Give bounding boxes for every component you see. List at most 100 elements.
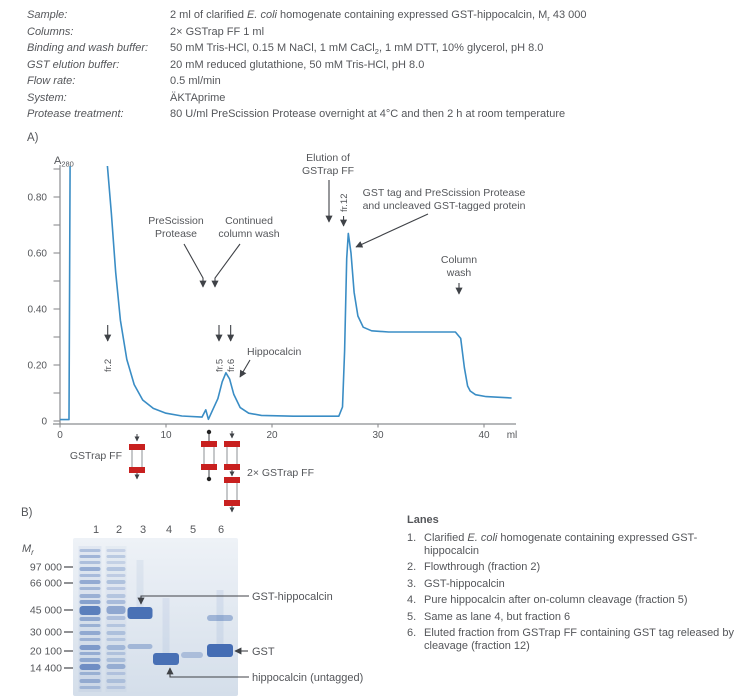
gel-lane-6 <box>207 590 233 657</box>
lane-description-item: 5. Same as lane 4, but fraction 6 <box>407 611 735 624</box>
y-tick-label: 0.20 <box>28 361 48 372</box>
spec-row: Sample: 2 ml of clarified E. coli homogen… <box>27 7 586 24</box>
spec-label: Flow rate: <box>27 75 76 87</box>
spec-row: GST elution buffer: 20 mM reduced glutath… <box>27 57 586 74</box>
gel-band <box>106 631 126 635</box>
gel-band <box>106 658 126 662</box>
lane-description-text: Flowthrough (fraction 2) <box>424 561 735 574</box>
lane-description-segment: Eluted fraction from GSTrap FF containin… <box>424 627 734 652</box>
gel-band <box>106 616 126 620</box>
lane-description-item: 6. Eluted fraction from GSTrap FF contain… <box>407 627 735 652</box>
lane-number: 2 <box>116 524 122 536</box>
gel-band <box>79 594 101 598</box>
spec-value-segment: 80 U/ml PreScission Protease overnight a… <box>170 108 566 120</box>
spec-row: Columns: 2× GSTrap FF 1 ml <box>27 24 586 41</box>
gstrap-column-icon <box>129 434 145 480</box>
spec-value-segment: 2× GSTrap FF 1 ml <box>170 25 265 38</box>
lane-description-segment: GST-hippocalcin <box>424 577 505 590</box>
gel-lane-4 <box>153 598 179 665</box>
lane-description-segment: Same as lane 4, but fraction 6 <box>424 610 571 623</box>
gel-band <box>106 600 126 604</box>
lane-streak <box>162 598 170 654</box>
spec-label: Columns: <box>27 25 74 38</box>
spec-value: 20 mM reduced glutathione, 50 mM Tris-HC… <box>170 57 424 74</box>
lane-streak <box>136 560 144 608</box>
gel-band <box>79 664 101 670</box>
annotation-hippocalcin-peak: Hippocalcin <box>247 346 301 358</box>
lane-description-text: GST-hippocalcin <box>424 578 735 591</box>
hippocalcin-band-arrow <box>166 667 249 678</box>
lane-number: 1 <box>93 524 99 536</box>
fraction-label: fr.6 <box>226 359 237 372</box>
lane-description-segment: Clarified <box>424 532 468 544</box>
spec-value-segment: 50 mM Tris-HCl, 0.15 M NaCl, 1 mM CaCl <box>170 42 375 54</box>
spec-label: Protease treatment: <box>27 108 124 120</box>
lane-smear <box>105 546 127 692</box>
x-tick-label: 20 <box>266 430 278 441</box>
lane-description-text: Same as lane 4, but fraction 6 <box>424 611 735 624</box>
annotation-elution-of-gstrap: Elution of GSTrap FF <box>302 152 354 177</box>
lane-number-label: 6. <box>407 627 417 639</box>
lane-description-item: 1. Clarified E. coli homogenate containin… <box>407 532 735 557</box>
gel-band <box>79 652 101 655</box>
gel-band <box>106 549 126 552</box>
gst-band-label: GST <box>252 646 275 658</box>
gel-band <box>106 574 126 577</box>
gel-band <box>79 606 101 615</box>
spec-label: Sample: <box>27 9 68 21</box>
lane-description-segment: Pure hippocalcin after on-column cleavag… <box>424 594 688 606</box>
spec-label: GST elution buffer: <box>27 58 120 71</box>
y-tick-label: 0.40 <box>28 305 48 316</box>
lane-number: 4 <box>166 524 172 536</box>
gel-band <box>79 638 101 641</box>
annotation-prescission-protease: PreScission Protease <box>148 215 204 240</box>
gel-band <box>79 567 101 571</box>
annotation-column-wash: Column wash <box>441 254 477 279</box>
gel-band <box>79 645 101 650</box>
gel-band <box>79 658 101 662</box>
spec-row: System: ÄKTAprime <box>27 90 586 107</box>
lane-number-label: 1. <box>407 532 417 544</box>
spec-value-segment: , 1 mM DTT, 10% glycerol, pH 8.0 <box>378 42 544 54</box>
spec-label: Binding and wash buffer: <box>27 42 149 54</box>
mw-marker-label: 20 100 <box>30 646 62 658</box>
spec-value-segment: r <box>547 14 550 24</box>
lane-description-item: 3. GST-hippocalcin <box>407 578 735 591</box>
gstrap-column-icon <box>224 477 240 513</box>
x-tick-label: 30 <box>372 430 384 441</box>
gel-band <box>207 644 233 657</box>
column-label: 2× GSTrap FF <box>247 467 314 479</box>
gel-band <box>79 561 101 564</box>
gel-band <box>181 652 203 658</box>
y-tick-label: 0 <box>41 417 47 428</box>
gel-band <box>127 607 153 619</box>
mw-marker-label: 14 400 <box>30 663 62 675</box>
x-tick-label: 40 <box>478 430 490 441</box>
column-label: GSTrap FF <box>70 450 122 462</box>
gel-lane-2 <box>105 546 127 692</box>
lane-number: 6 <box>218 524 224 536</box>
gel-band <box>153 653 179 665</box>
gel-band <box>207 615 233 621</box>
gst-hippocalcin-band-label: GST-hippocalcin <box>252 591 333 603</box>
lane-number-label: 5. <box>407 610 417 623</box>
gel-band <box>79 600 101 604</box>
gel-lane-1 <box>78 546 102 692</box>
y-tick-label: 0.60 <box>28 249 48 260</box>
gel-band <box>79 574 101 577</box>
mr-label: Mr <box>22 543 34 557</box>
spec-value-segment: homogenate containing expressed GST-hipp… <box>277 9 548 21</box>
x-tick-label: 0 <box>57 430 63 441</box>
spec-value-segment: ÄKTAprime <box>170 91 226 104</box>
lane-description-text: Eluted fraction from GSTrap FF containin… <box>424 627 735 652</box>
lane-description-segment: E. coli <box>467 532 498 544</box>
spec-value-segment: 0.5 ml/min <box>170 75 221 87</box>
lanes-legend: Lanes 1. Clarified E. coli homogenate con… <box>407 514 735 656</box>
annotation-arrow <box>239 359 251 378</box>
gel-band <box>79 580 101 584</box>
spec-row: Protease treatment: 80 U/ml PreScission P… <box>27 106 586 123</box>
lane-description-text: Pure hippocalcin after on-column cleavag… <box>424 594 735 607</box>
experiment-spec-table: Sample: 2 ml of clarified E. coli homogen… <box>27 7 586 123</box>
